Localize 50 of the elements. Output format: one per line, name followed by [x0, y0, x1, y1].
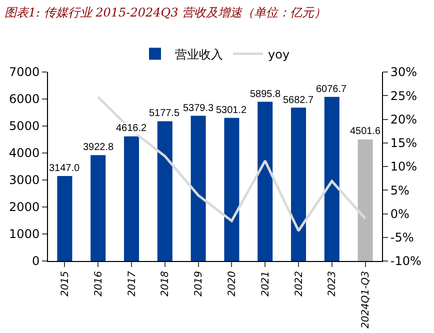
data-label: 5895.8 [250, 89, 282, 100]
bar [290, 108, 306, 261]
y-tick-label: 6000 [9, 92, 40, 106]
y-tick-label: 1000 [9, 227, 40, 242]
x-tick-label: 2017 [126, 270, 138, 296]
y-tick-label: 7000 [9, 65, 40, 80]
data-label: 4616.2 [116, 123, 148, 134]
y2-tick-label: 0% [390, 206, 410, 221]
bar [358, 139, 373, 261]
data-label: 4501.6 [350, 126, 382, 137]
bar [190, 116, 206, 261]
x-tick-label: 2019 [194, 271, 205, 296]
y2-tick-label: 25% [390, 88, 418, 103]
data-label: 5301.2 [216, 105, 248, 116]
y-tick-label: 4000 [9, 146, 40, 160]
bar [258, 102, 273, 261]
x-tick-label: 2015 [60, 271, 71, 296]
x-tick-label: 2023 [327, 271, 338, 296]
legend-label: 营业收入 [175, 47, 223, 62]
x-tick-label: 2024Q1-Q3 [360, 271, 372, 329]
y-tick-label: 5000 [9, 119, 40, 134]
y-tick-label: 2000 [9, 200, 40, 214]
x-tick-label: 2018 [160, 271, 172, 296]
data-label: 5177.5 [149, 108, 180, 119]
bar [324, 96, 340, 261]
data-label: 6076.7 [316, 84, 348, 95]
data-label: 3147.0 [49, 163, 80, 174]
bar [57, 176, 72, 261]
data-label: 3922.8 [83, 142, 114, 153]
y2-tick-label: 15% [390, 136, 418, 150]
y-tick-label: 3000 [9, 173, 40, 188]
chart-title: 图表1: 传媒行业 2015-2024Q3 营收及增速（单位：亿元） [4, 6, 326, 20]
y2-tick-label: 10% [390, 160, 418, 174]
y2-tick-label: -5% [390, 230, 414, 245]
y2-tick-label: 30% [390, 65, 418, 80]
x-tick-label: 2016 [93, 271, 104, 296]
x-tick-label: 2022 [294, 271, 305, 296]
y2-tick-label: 5% [390, 183, 410, 198]
legend-label: yoy [268, 47, 290, 62]
y2-tick-label: 20% [390, 112, 418, 126]
x-tick-label: 2020 [226, 271, 238, 296]
x-tick-label: 2021 [260, 271, 272, 296]
y-tick-label: 0 [32, 254, 40, 268]
bar [90, 155, 106, 261]
bar [124, 136, 140, 261]
data-label: 5379.3 [183, 103, 214, 114]
data-label: 5682.7 [283, 95, 314, 106]
bar [157, 121, 172, 261]
bar [224, 118, 240, 261]
y2-tick-label: -10% [390, 254, 422, 268]
